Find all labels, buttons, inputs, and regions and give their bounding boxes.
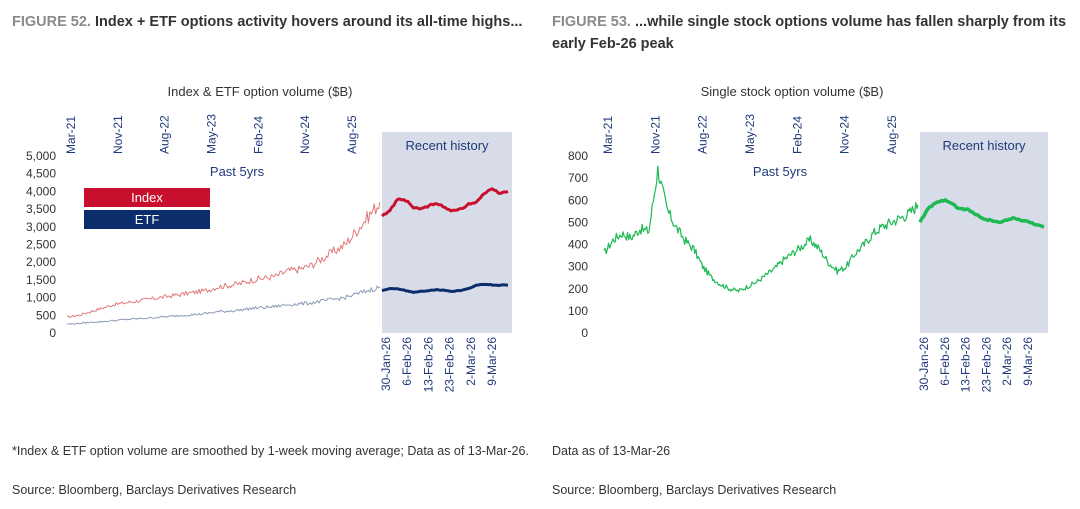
bottom-date-label: 9-Mar-26 xyxy=(485,337,499,386)
recent-history-shade xyxy=(382,132,512,333)
bottom-date-label: 23-Feb-26 xyxy=(443,337,457,393)
y-tick-label: 1,500 xyxy=(26,273,56,287)
y-tick-label: 2,500 xyxy=(26,238,56,252)
bottom-date-label: 30-Jan-26 xyxy=(379,337,393,391)
top-date-label: May-23 xyxy=(205,114,219,154)
figure-53-panel: FIGURE 53. ...while single stock options… xyxy=(552,0,1080,509)
top-date-label: Nov-21 xyxy=(648,115,662,154)
single-stock-recent-line xyxy=(918,198,1045,229)
source-note: Source: Bloomberg, Barclays Derivatives … xyxy=(552,483,837,497)
y-tick-label: 200 xyxy=(568,282,588,296)
y-tick-label: 500 xyxy=(568,215,588,229)
bottom-date-label: 6-Feb-26 xyxy=(400,337,414,386)
top-date-label: Feb-24 xyxy=(790,116,804,154)
legend-index-swatch xyxy=(84,188,210,207)
y-tick-label: 0 xyxy=(581,326,588,340)
legend-index-label: Index xyxy=(131,190,163,205)
bottom-date-label: 13-Feb-26 xyxy=(421,337,435,393)
single-stock-past-line xyxy=(603,165,919,293)
etf-past-line xyxy=(66,285,381,325)
y-tick-label: 1,000 xyxy=(26,291,56,305)
top-date-label: Nov-24 xyxy=(298,115,312,154)
y-tick-label: 800 xyxy=(568,149,588,163)
figure-number: FIGURE 53. xyxy=(552,14,631,30)
figure-title-text: Index + ETF options activity hovers arou… xyxy=(95,14,523,30)
figure-52-panel: FIGURE 52. Index + ETF options activity … xyxy=(12,0,542,509)
index-recent-line xyxy=(380,187,509,218)
bottom-date-label: 23-Feb-26 xyxy=(979,337,993,393)
top-date-label: Aug-25 xyxy=(885,115,899,154)
bottom-date-label: 13-Feb-26 xyxy=(959,337,973,393)
y-tick-label: 500 xyxy=(36,308,56,322)
index-past-line xyxy=(66,201,381,318)
recent-history-shade xyxy=(920,132,1048,333)
y-tick-label: 4,000 xyxy=(26,184,56,198)
y-tick-label: 400 xyxy=(568,238,588,252)
legend-etf-swatch xyxy=(84,210,210,229)
chart-title: Index & ETF option volume ($B) xyxy=(168,84,353,99)
bottom-date-label: 9-Mar-26 xyxy=(1021,337,1035,386)
footnote: *Index & ETF option volume are smoothed … xyxy=(12,444,529,458)
recent-history-label: Recent history xyxy=(405,138,489,153)
y-tick-label: 3,500 xyxy=(26,202,56,216)
figure-title-text: ...while single stock options volume has… xyxy=(552,14,1067,52)
y-tick-label: 2,000 xyxy=(26,255,56,269)
y-tick-label: 600 xyxy=(568,193,588,207)
y-tick-label: 4,500 xyxy=(26,167,56,181)
single-stock-volume-chart: Single stock option volume ($B) Recent h… xyxy=(568,84,1048,393)
past-5yrs-label: Past 5yrs xyxy=(753,164,808,179)
bottom-date-label: 30-Jan-26 xyxy=(917,337,931,391)
top-date-label: Nov-24 xyxy=(838,115,852,154)
bottom-date-label: 2-Mar-26 xyxy=(1000,337,1014,386)
bottom-date-label: 2-Mar-26 xyxy=(464,337,478,386)
legend-etf-label: ETF xyxy=(135,212,160,227)
top-date-label: Aug-25 xyxy=(345,115,359,154)
top-date-label: Mar-21 xyxy=(64,116,78,154)
top-date-label: Mar-21 xyxy=(601,116,615,154)
chart-title: Single stock option volume ($B) xyxy=(701,84,884,99)
top-date-label: Aug-22 xyxy=(696,115,710,154)
y-tick-label: 300 xyxy=(568,260,588,274)
index-etf-volume-chart: Index & ETF option volume ($B) Recent hi… xyxy=(26,84,512,393)
y-tick-label: 100 xyxy=(568,304,588,318)
figure-title: FIGURE 53. ...while single stock options… xyxy=(552,11,1072,55)
etf-recent-line xyxy=(381,282,509,294)
y-tick-label: 0 xyxy=(49,326,56,340)
top-date-label: May-23 xyxy=(743,114,757,154)
y-tick-label: 700 xyxy=(568,171,588,185)
figure-number: FIGURE 52. xyxy=(12,14,91,30)
y-tick-label: 5,000 xyxy=(26,149,56,163)
source-note: Source: Bloomberg, Barclays Derivatives … xyxy=(12,483,297,497)
past-5yrs-label: Past 5yrs xyxy=(210,164,265,179)
footnote: Data as of 13-Mar-26 xyxy=(552,444,671,458)
recent-history-label: Recent history xyxy=(942,138,1026,153)
top-date-label: Nov-21 xyxy=(111,115,125,154)
y-tick-label: 3,000 xyxy=(26,220,56,234)
figure-title: FIGURE 52. Index + ETF options activity … xyxy=(12,11,532,33)
bottom-date-label: 6-Feb-26 xyxy=(938,337,952,386)
top-date-label: Feb-24 xyxy=(251,116,265,154)
top-date-label: Aug-22 xyxy=(158,115,172,154)
